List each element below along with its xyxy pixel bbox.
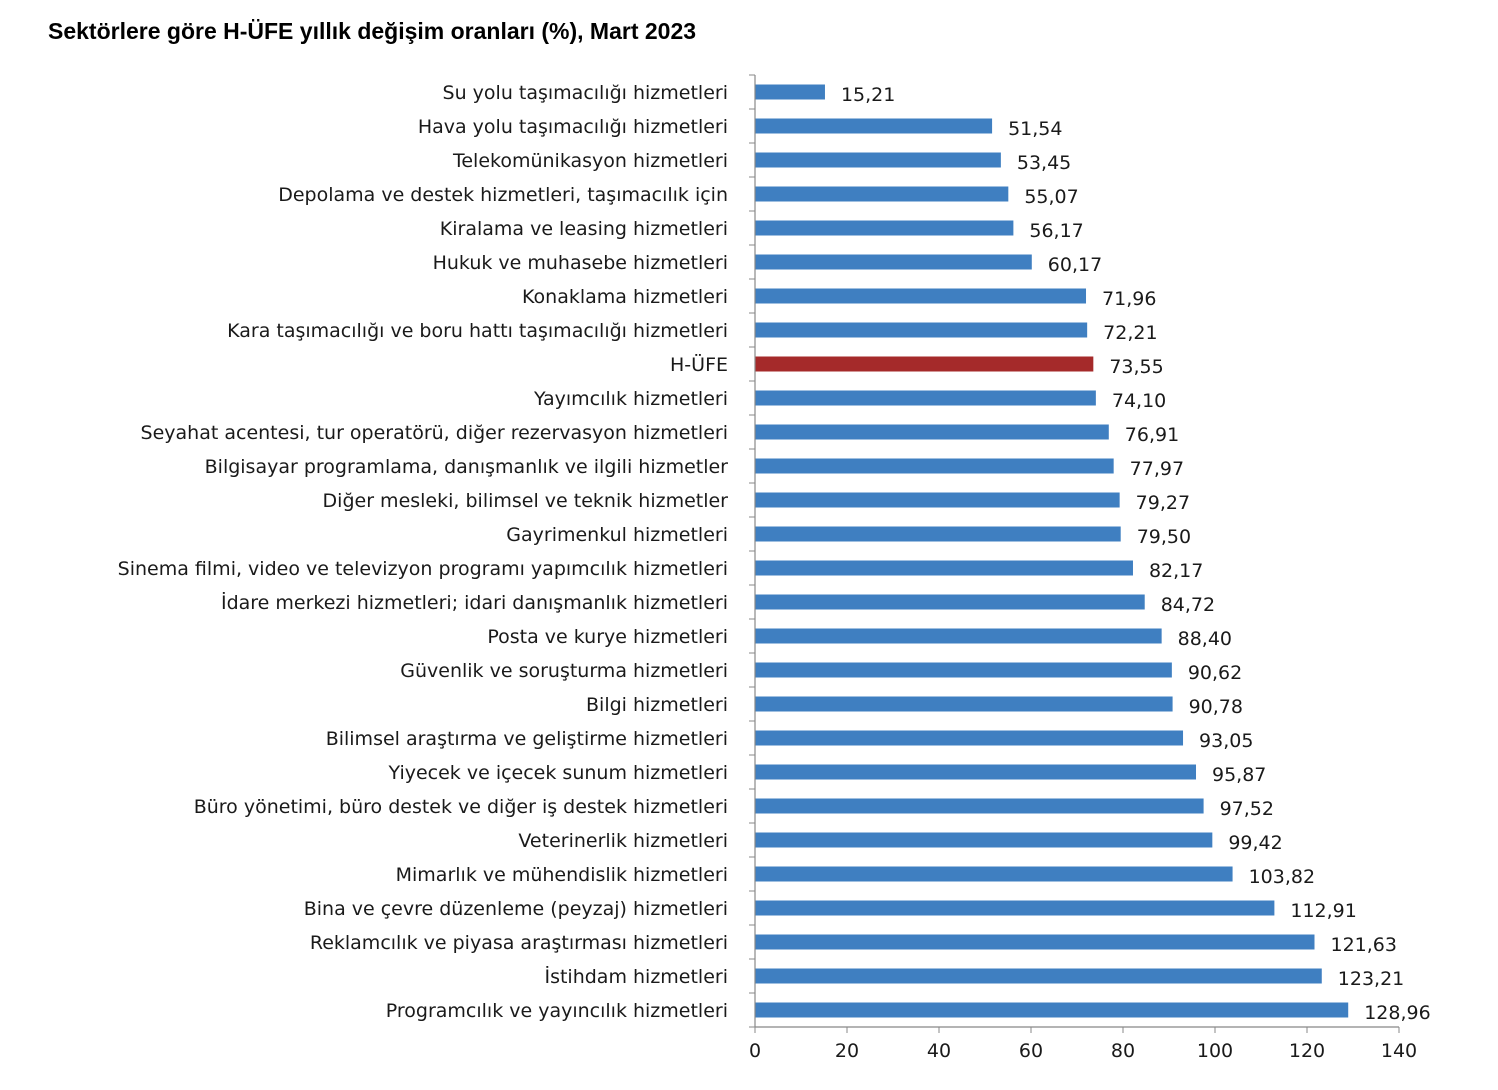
value-label: 72,21: [1103, 322, 1157, 344]
value-label: 112,91: [1290, 900, 1356, 922]
category-label: Depolama ve destek hizmetleri, taşımacıl…: [278, 184, 728, 206]
category-label: Yiyecek ve içecek sunum hizmetleri: [388, 762, 728, 784]
category-label: H-ÜFE: [670, 353, 728, 376]
value-label: 128,96: [1364, 1002, 1430, 1024]
value-label: 55,07: [1024, 186, 1078, 208]
x-tick-label: 40: [927, 1040, 951, 1062]
x-tick-label: 140: [1381, 1040, 1417, 1062]
bar: [755, 798, 1204, 814]
bar: [755, 764, 1197, 780]
value-label: 103,82: [1249, 866, 1315, 888]
category-label: Telekomünikasyon hizmetleri: [452, 150, 728, 172]
value-label: 123,21: [1338, 968, 1404, 990]
value-label: 60,17: [1048, 254, 1102, 276]
value-label: 97,52: [1220, 798, 1274, 820]
x-tick-label: 60: [1019, 1040, 1043, 1062]
bar: [755, 594, 1145, 610]
bar: [755, 662, 1172, 678]
value-label: 76,91: [1125, 424, 1179, 446]
bar: [755, 186, 1009, 202]
x-tick-label: 20: [835, 1040, 859, 1062]
category-label: Su yolu taşımacılığı hizmetleri: [443, 82, 728, 104]
bar: [755, 390, 1096, 406]
value-label: 73,55: [1109, 356, 1163, 378]
category-label: İstihdam hizmetleri: [544, 965, 728, 988]
category-label: Bilgi hizmetleri: [586, 694, 728, 716]
value-label: 121,63: [1330, 934, 1396, 956]
bar: [755, 628, 1162, 644]
bar: [755, 1002, 1349, 1018]
bars-layer: [755, 84, 1349, 1018]
category-label: Kiralama ve leasing hizmetleri: [440, 218, 728, 240]
bar: [755, 730, 1184, 746]
axis-layer: [749, 74, 1400, 1033]
value-label: 79,27: [1136, 492, 1190, 514]
bar: [755, 458, 1114, 474]
category-label: İdare merkezi hizmetleri; idari danışman…: [221, 591, 728, 614]
value-label: 84,72: [1161, 594, 1215, 616]
category-label: Hukuk ve muhasebe hizmetleri: [433, 252, 728, 274]
bar: [755, 254, 1032, 270]
bar: [755, 84, 825, 100]
bar: [755, 934, 1315, 950]
category-label: Sinema filmi, video ve televizyon progra…: [118, 558, 728, 580]
bar: [755, 424, 1109, 440]
value-label: 15,21: [841, 84, 895, 106]
value-label: 90,78: [1189, 696, 1243, 718]
x-tick-label: 100: [1197, 1040, 1233, 1062]
category-label: Veterinerlik hizmetleri: [518, 830, 728, 852]
category-label: Gayrimenkul hizmetleri: [506, 524, 728, 546]
value-label: 79,50: [1137, 526, 1191, 548]
bar: [755, 288, 1087, 304]
bar: [755, 220, 1014, 236]
bar: [755, 696, 1173, 712]
category-label: Güvenlik ve soruşturma hizmetleri: [400, 660, 728, 682]
labels-layer: Su yolu taşımacılığı hizmetleri 15,21 Hava…: [118, 82, 1431, 1062]
category-label: Reklamcılık ve piyasa araştırması hizmet…: [310, 932, 728, 954]
bar: [755, 866, 1233, 882]
category-label: Kara taşımacılığı ve boru hattı taşımacı…: [227, 320, 728, 342]
bar: [755, 322, 1088, 338]
value-label: 77,97: [1130, 458, 1184, 480]
value-label: 90,62: [1188, 662, 1242, 684]
value-label: 51,54: [1008, 118, 1062, 140]
value-label: 53,45: [1017, 152, 1071, 174]
value-label: 93,05: [1199, 730, 1253, 752]
value-label: 82,17: [1149, 560, 1203, 582]
category-label: Mimarlık ve mühendislik hizmetleri: [396, 864, 728, 886]
bar: [755, 560, 1133, 576]
value-label: 95,87: [1212, 764, 1266, 786]
bar: [755, 152, 1001, 168]
category-label: Bina ve çevre düzenleme (peyzaj) hizmetl…: [304, 898, 728, 920]
category-label: Diğer mesleki, bilimsel ve teknik hizmet…: [323, 490, 729, 512]
value-label: 71,96: [1102, 288, 1156, 310]
chart-title: Sektörlere göre H-ÜFE yıllık değişim ora…: [48, 18, 697, 44]
category-label: Seyahat acentesi, tur operatörü, diğer r…: [141, 422, 728, 444]
bar: [755, 118, 993, 134]
bar: [755, 526, 1121, 542]
x-tick-label: 80: [1111, 1040, 1135, 1062]
value-label: 56,17: [1029, 220, 1083, 242]
bar: [755, 968, 1322, 984]
value-label: 99,42: [1228, 832, 1282, 854]
bar: [755, 832, 1213, 848]
category-label: Bilgisayar programlama, danışmanlık ve i…: [205, 456, 729, 478]
category-label: Yayımcılık hizmetleri: [533, 388, 728, 410]
x-tick-label: 0: [749, 1040, 761, 1062]
category-label: Bilimsel araştırma ve geliştirme hizmetl…: [326, 728, 728, 750]
category-label: Büro yönetimi, büro destek ve diğer iş d…: [194, 796, 728, 818]
category-label: Hava yolu taşımacılığı hizmetleri: [418, 116, 728, 138]
bar: [755, 356, 1094, 372]
bar: [755, 492, 1120, 508]
x-tick-label: 120: [1289, 1040, 1325, 1062]
category-label: Posta ve kurye hizmetleri: [487, 626, 728, 648]
category-label: Konaklama hizmetleri: [522, 286, 728, 308]
category-label: Programcılık ve yayıncılık hizmetleri: [386, 1000, 728, 1022]
value-label: 88,40: [1178, 628, 1232, 650]
value-label: 74,10: [1112, 390, 1166, 412]
bar: [755, 900, 1275, 916]
